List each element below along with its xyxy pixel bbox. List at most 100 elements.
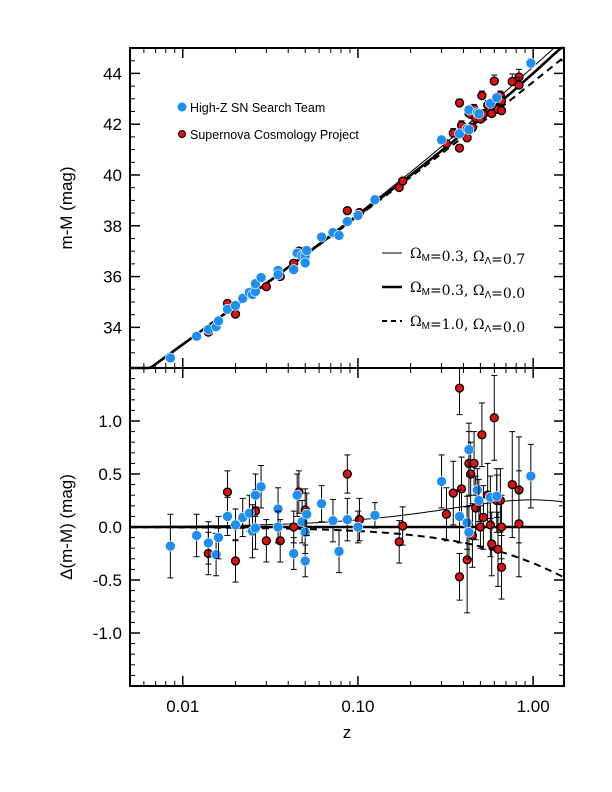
scp-residual-point <box>456 484 467 494</box>
highz-residual-point <box>472 484 483 496</box>
highz-residual-point <box>299 555 311 567</box>
survey-legend: High-Z SN Search Team Supernova Cosmolog… <box>177 101 359 142</box>
top-y-axis-label: m-M (mag) <box>57 166 76 249</box>
scp-residual-point <box>454 383 465 393</box>
highz-modulus-point <box>342 216 353 227</box>
scp-residual-point <box>475 522 486 532</box>
highz-residual-point <box>352 521 364 533</box>
highz-modulus-point <box>299 257 311 269</box>
highz-modulus-point <box>301 245 313 256</box>
highz-residual-point <box>244 507 255 519</box>
highz-residual-point <box>463 526 475 538</box>
top-y-tick-label: 36 <box>103 268 122 287</box>
bottom-data-points <box>165 368 537 614</box>
scp-residual-point <box>342 469 352 479</box>
scp-modulus-point <box>454 98 465 108</box>
scp-residual-point <box>493 544 503 554</box>
top-panel-distance-modulus: 34 36 38 40 42 44 High-Z SN Search Team Super… <box>57 46 565 370</box>
highz-modulus-point <box>316 231 327 243</box>
highz-modulus-point <box>436 134 447 146</box>
x-tick-label: 0.10 <box>341 697 374 716</box>
highz-modulus-point <box>491 92 503 104</box>
highz-residual-point <box>222 511 233 522</box>
highz-modulus-point <box>352 210 364 221</box>
scp-residual-point <box>514 519 524 529</box>
highz-residual-point <box>491 490 503 502</box>
highz-modulus-point <box>463 124 475 136</box>
scp-residual-point <box>394 537 404 547</box>
scp-modulus-point <box>514 80 524 90</box>
legend-label-scp: Supernova Cosmology Project <box>190 128 359 142</box>
scp-modulus-point <box>489 76 499 86</box>
model-legend-label-0: ΩM=0.3, ΩΛ=0.7 <box>410 246 525 268</box>
scp-modulus-point <box>230 309 241 319</box>
highz-residual-point <box>461 517 473 529</box>
highz-residual-point <box>316 498 327 509</box>
scp-residual-point <box>469 458 479 469</box>
scp-modulus-point <box>477 90 487 101</box>
bottom-y-tick-label: -1.0 <box>93 624 122 643</box>
scp-residual-point <box>496 522 507 532</box>
highz-modulus-point <box>213 315 224 327</box>
scp-modulus-point <box>261 282 271 292</box>
scp-modulus-point <box>454 143 465 153</box>
highz-residual-point <box>210 549 222 560</box>
top-y-tick-label: 42 <box>103 115 122 134</box>
highz-modulus-point <box>369 194 381 206</box>
top-y-tick-label: 34 <box>103 318 122 337</box>
top-y-tick-label: 38 <box>103 217 122 236</box>
scp-residual-point <box>222 487 233 497</box>
highz-modulus-point <box>255 272 267 283</box>
scp-residual-point <box>462 555 472 565</box>
top-y-tick-label: 40 <box>103 166 122 185</box>
highz-residual-point <box>369 510 381 521</box>
highz-residual-point <box>250 489 261 501</box>
highz-modulus-point <box>333 230 345 241</box>
highz-modulus-point <box>288 264 300 275</box>
legend-label-high-z: High-Z SN Search Team <box>190 101 325 115</box>
scp-residual-point <box>448 488 458 498</box>
scp-residual-point <box>441 509 452 519</box>
highz-residual-point <box>327 515 339 526</box>
model-legend: ΩM=0.3, ΩΛ=0.7 ΩM=0.3, ΩΛ=0.0 ΩM=1.0, ΩΛ=0… <box>382 246 525 336</box>
scp-residual-point <box>230 556 241 566</box>
bottom-y-tick-label: -0.5 <box>93 571 122 590</box>
legend-marker-scp <box>178 130 186 138</box>
highz-modulus-point <box>525 57 537 69</box>
highz-modulus-point <box>237 293 249 304</box>
scp-modulus-point <box>496 106 507 116</box>
highz-residual-point <box>213 532 224 543</box>
highz-modulus-point <box>473 108 485 120</box>
bottom-panel-residuals: 0.01 0.10 1.00 -1.0 -0.5 0.0 0.5 1.0 Δ(m-M) (ma… <box>57 367 565 742</box>
legend-marker-high-z <box>177 102 187 112</box>
highz-modulus-point <box>230 300 241 311</box>
highz-residual-point <box>272 521 284 533</box>
highz-residual-point <box>250 522 261 534</box>
highz-residual-point <box>342 514 353 525</box>
scp-modulus-point <box>487 108 497 119</box>
scp-residual-point <box>485 520 496 530</box>
model-legend-label-1: ΩM=0.3, ΩΛ=0.0 <box>410 280 525 302</box>
x-tick-label: 1.00 <box>517 697 550 716</box>
highz-residual-point <box>301 508 313 520</box>
highz-modulus-point <box>272 269 284 281</box>
bottom-y-tick-label: 0.5 <box>98 465 122 484</box>
scp-residual-point <box>466 469 476 479</box>
scp-residual-point <box>507 479 517 490</box>
highz-residual-point <box>191 530 202 541</box>
highz-modulus-point <box>454 128 465 139</box>
scp-residual-point <box>454 572 465 582</box>
highz-residual-point <box>436 476 447 487</box>
x-axis-label: z <box>343 723 352 742</box>
scp-residual-point <box>289 522 299 532</box>
scp-residual-point <box>478 512 489 523</box>
highz-residual-point <box>333 546 345 557</box>
highz-residual-point <box>299 526 311 538</box>
highz-residual-point <box>230 519 241 531</box>
highz-residual-point <box>255 481 267 493</box>
highz-residual-point <box>473 495 485 506</box>
scp-modulus-point <box>398 176 408 186</box>
highz-residual-point <box>525 470 537 482</box>
highz-residual-point <box>454 511 465 522</box>
